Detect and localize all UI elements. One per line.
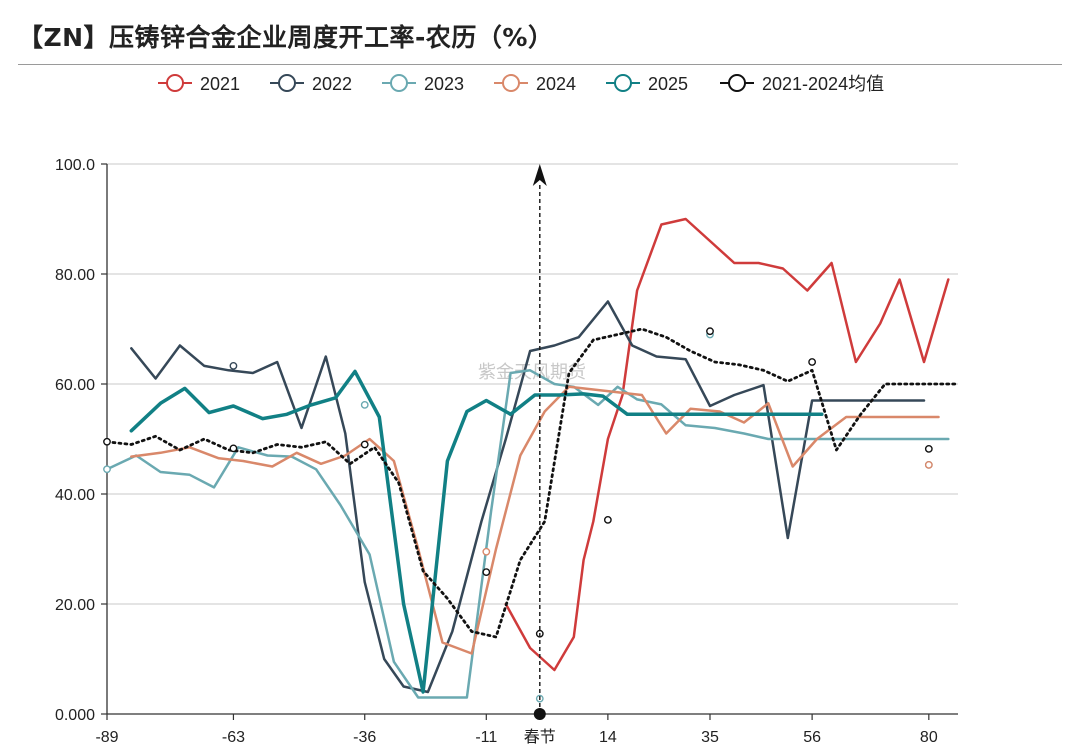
legend-item-2025[interactable]: 2025	[606, 74, 688, 94]
series-line-2021	[504, 217, 950, 672]
x-tick-label: -89	[95, 729, 118, 746]
spring-festival-arrow	[532, 164, 547, 720]
series-line-2022	[130, 300, 926, 694]
series-line-2024	[130, 385, 940, 655]
data-point	[924, 444, 933, 453]
x-tick-label: 80	[920, 729, 938, 746]
x-tick-label: 35	[701, 729, 719, 746]
x-tick-label: -63	[222, 729, 245, 746]
legend-label: 2023	[424, 74, 464, 94]
y-tick-label: 20.00	[55, 597, 95, 614]
legend-label: 2021	[200, 74, 240, 94]
data-point	[924, 460, 933, 469]
legend-swatch-marker	[728, 74, 746, 92]
data-point	[103, 465, 111, 474]
chart-title: 【ZN】压铸锌合金企业周度开工率-农历（%）	[18, 23, 554, 52]
legend-item-2024[interactable]: 2024	[494, 74, 576, 94]
data-point	[808, 358, 817, 366]
legend-label: 2025	[648, 74, 688, 94]
legend[interactable]: 2021 2022 2023 2024 2025 2021-2024均值	[158, 74, 884, 94]
series-line-2021-2024均值	[105, 327, 960, 639]
y-tick-label: 0.000	[55, 707, 95, 724]
legend-item-2021[interactable]: 2021	[158, 74, 240, 94]
y-tick-label: 60.00	[55, 377, 95, 394]
data-point	[482, 547, 491, 556]
legend-item-2022[interactable]: 2022	[270, 74, 352, 94]
legend-swatch-marker	[502, 74, 520, 92]
grid-lines	[107, 163, 958, 605]
data-point	[603, 515, 612, 524]
legend-item-2023[interactable]: 2023	[382, 74, 464, 94]
data-point	[706, 327, 714, 336]
legend-swatch-marker	[278, 74, 296, 92]
data-point	[360, 400, 369, 409]
x-tick-label: 14	[599, 729, 617, 746]
data-point	[482, 568, 491, 576]
x-tick-label: -36	[353, 729, 376, 746]
legend-item-2021-2024均值[interactable]: 2021-2024均值	[720, 74, 884, 94]
axes: 0.000 20.00 40.00 60.00 80.00 100.0 -89 -63 -36 -…	[55, 157, 958, 746]
data-point	[229, 444, 238, 453]
title-divider	[18, 64, 1062, 65]
legend-label: 2022	[312, 74, 352, 94]
data-point	[103, 437, 111, 446]
legend-label: 2021-2024均值	[762, 74, 884, 94]
x-tick-label: -11	[475, 729, 497, 746]
series-group	[103, 217, 960, 703]
arrow-head	[532, 164, 547, 186]
arrow-base-dot	[533, 708, 546, 720]
y-tick-label: 80.00	[55, 267, 95, 284]
series-line-2023	[105, 369, 950, 699]
data-point	[229, 361, 238, 370]
y-tick-label: 100.0	[55, 157, 95, 174]
x-tick-label: 56	[803, 729, 821, 746]
legend-swatch-marker	[390, 74, 408, 92]
legend-swatch-marker	[614, 74, 632, 92]
data-point	[360, 440, 369, 449]
legend-swatch-marker	[166, 74, 184, 92]
series-line-2025	[129, 369, 824, 694]
legend-label: 2024	[536, 74, 576, 94]
y-tick-label: 40.00	[55, 487, 95, 504]
x-tick-label: 春节	[524, 728, 556, 746]
